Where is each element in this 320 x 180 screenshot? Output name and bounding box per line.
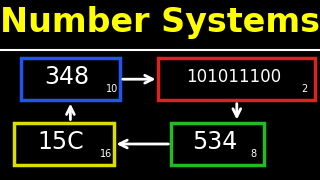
Text: 10: 10: [106, 84, 118, 94]
Text: 15C: 15C: [37, 130, 84, 154]
Text: 101011100: 101011100: [186, 68, 281, 86]
Text: Number Systems: Number Systems: [0, 6, 320, 39]
Text: 16: 16: [100, 149, 112, 159]
Text: 348: 348: [44, 65, 90, 89]
Text: 534: 534: [192, 130, 237, 154]
Text: 8: 8: [250, 149, 256, 159]
Text: 2: 2: [301, 84, 308, 94]
